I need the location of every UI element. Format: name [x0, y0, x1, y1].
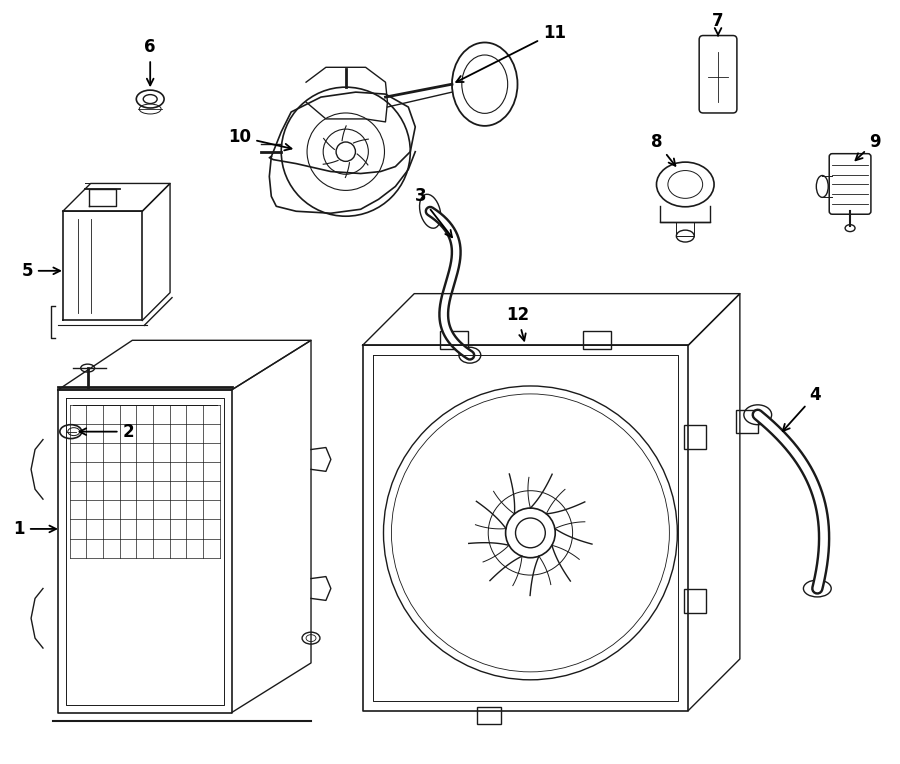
Bar [583, 332, 611, 349]
Bar [440, 332, 468, 349]
Text: 7: 7 [712, 11, 724, 35]
Text: 4: 4 [783, 386, 821, 431]
Bar [684, 425, 706, 448]
Text: 10: 10 [229, 128, 292, 151]
Text: 3: 3 [414, 187, 452, 238]
Text: 2: 2 [79, 422, 134, 441]
Text: 6: 6 [144, 38, 156, 86]
Text: 9: 9 [856, 133, 881, 160]
Bar [477, 707, 501, 724]
Text: 5: 5 [22, 262, 60, 280]
Text: 12: 12 [506, 306, 529, 341]
Text: 11: 11 [456, 24, 566, 82]
Text: 8: 8 [651, 133, 675, 166]
Text: 1: 1 [14, 520, 56, 538]
Bar [684, 589, 706, 613]
Bar [736, 410, 758, 433]
